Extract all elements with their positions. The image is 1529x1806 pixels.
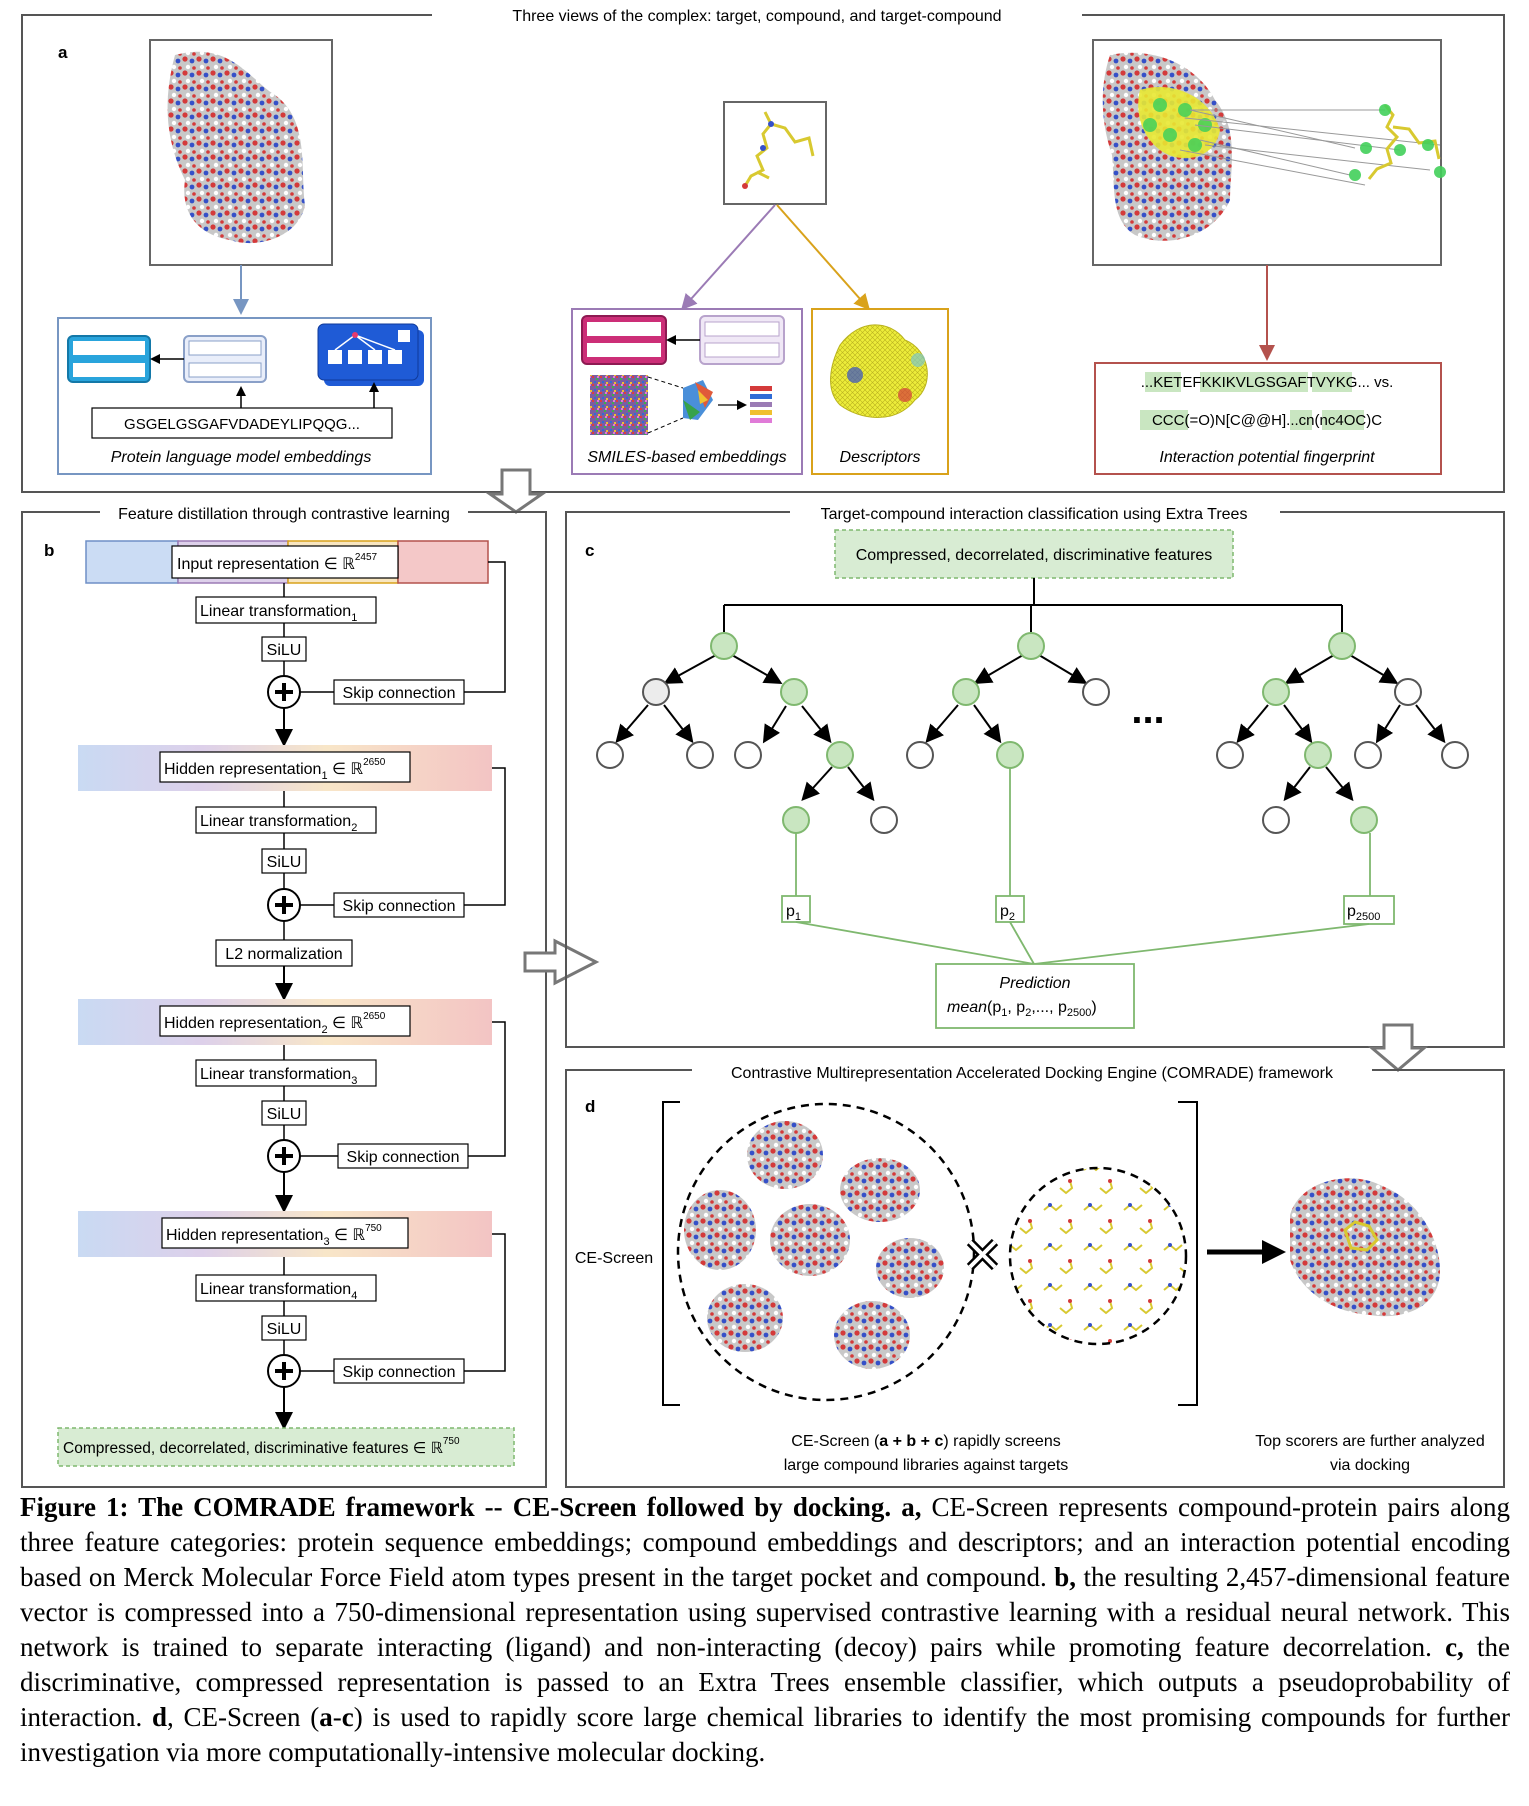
protein-library-image bbox=[684, 1121, 944, 1369]
dock-caption-line-1: Top scorers are further analyzed bbox=[1255, 1433, 1484, 1450]
skip-connection-4: Skip connection bbox=[343, 1364, 456, 1381]
screen-caption-line-2: large compound libraries against targets bbox=[784, 1457, 1069, 1474]
linear-transformation-3: Linear transformation3 bbox=[200, 1066, 357, 1087]
silu-3: SiLU bbox=[267, 1106, 302, 1123]
panel-c-title: Target-compound interaction classificati… bbox=[821, 506, 1248, 523]
skip-connection-1: Skip connection bbox=[343, 685, 456, 702]
dock-caption-line-2: via docking bbox=[1330, 1457, 1410, 1474]
input-representation-label: Input representation ∈ ℝ2457 bbox=[177, 552, 378, 573]
caption-d-text-2: - bbox=[332, 1702, 342, 1732]
caption-d-label: d bbox=[151, 1702, 168, 1732]
hollow-right-arrow-icon bbox=[523, 938, 600, 986]
prediction-title: Prediction bbox=[999, 975, 1070, 992]
decision-tree-3 bbox=[1236, 654, 1446, 802]
skip-connection-2: Skip connection bbox=[343, 898, 456, 915]
panel-b-title: Feature distillation through contrastive… bbox=[118, 506, 450, 523]
panel-a: Three views of the complex: target, comp… bbox=[21, 4, 1505, 493]
smiles-caption: SMILES-based embeddings bbox=[587, 449, 786, 466]
panel-a-letter: a bbox=[58, 43, 68, 62]
hollow-down-arrow-icon bbox=[485, 468, 547, 514]
silu-4: SiLU bbox=[267, 1321, 302, 1338]
tree-3-probability: p2500 bbox=[1347, 903, 1380, 923]
caption-c-label: c, bbox=[1445, 1632, 1464, 1662]
panel-d: Contrastive Multirepresentation Accelera… bbox=[565, 1060, 1505, 1488]
caption-d-text-1: , CE-Screen ( bbox=[167, 1702, 320, 1732]
panel-d-letter: d bbox=[585, 1097, 595, 1116]
panel-c-letter: c bbox=[585, 541, 594, 560]
tree-1-probability: p1 bbox=[786, 903, 801, 923]
hidden-representation-1: Hidden representation1 ∈ ℝ2650 bbox=[164, 757, 386, 782]
caption-c-text: the discriminative, compressed represent… bbox=[20, 1632, 1510, 1732]
linear-transformation-2: Linear transformation2 bbox=[200, 813, 357, 834]
hollow-down-arrow-icon-2 bbox=[1367, 1023, 1429, 1072]
hidden-representation-2: Hidden representation2 ∈ ℝ2650 bbox=[164, 1011, 386, 1036]
l2-normalization: L2 normalization bbox=[225, 946, 342, 963]
fingerprint-sequence: ...KETEFKKIKVLGSGAFTVYKG... vs. bbox=[1141, 374, 1394, 391]
compound-library-circle bbox=[1008, 1166, 1188, 1346]
caption-d-ref-a: a bbox=[319, 1702, 333, 1732]
caption-b-label: b, bbox=[1054, 1562, 1077, 1592]
caption-a-label: a, bbox=[901, 1492, 922, 1522]
output-features-label: Compressed, decorrelated, discriminative… bbox=[63, 1436, 460, 1457]
screen-caption-line-1: CE-Screen (a + b + c) rapidly screens bbox=[791, 1433, 1060, 1450]
smiles-embedding-noise-image bbox=[590, 375, 648, 435]
panel-d-title: Contrastive Multirepresentation Accelera… bbox=[731, 1065, 1334, 1082]
decision-tree-1 bbox=[615, 654, 875, 802]
protein-sequence: GSGELGSGAFVDADEYLIPQQG... bbox=[124, 416, 360, 433]
fingerprint-smiles: CCC(=O)N[C@@H]...cn(nc4OC)C bbox=[1152, 412, 1382, 429]
hidden-representation-3: Hidden representation3 ∈ ℝ750 bbox=[166, 1223, 382, 1248]
panel-b-letter: b bbox=[44, 541, 54, 560]
caption-a-text: CE-Screen represents compound-protein pa… bbox=[20, 1492, 1511, 1592]
panel-c: Target-compound interaction classificati… bbox=[565, 502, 1505, 1048]
tree-2-probability: p2 bbox=[1000, 903, 1015, 923]
silu-2: SiLU bbox=[267, 854, 302, 871]
caption-d-ref-c: c bbox=[341, 1702, 354, 1732]
caption-title: Figure 1: The COMRADE framework -- CE-Sc… bbox=[20, 1492, 892, 1522]
panel-a-title: Three views of the complex: target, comp… bbox=[512, 8, 1001, 25]
figure-1: Three views of the complex: target, comp… bbox=[21, 4, 1505, 1488]
descriptors-caption: Descriptors bbox=[840, 449, 921, 466]
ce-screen-label: CE-Screen bbox=[575, 1250, 653, 1267]
linear-transformation-1: Linear transformation1 bbox=[200, 603, 357, 624]
protein-surface-image bbox=[167, 51, 305, 244]
linear-transformation-4: Linear transformation4 bbox=[200, 1281, 357, 1302]
panel-b: Feature distillation through contrastive… bbox=[21, 502, 547, 1488]
ellipsis: ... bbox=[1131, 688, 1164, 732]
caption-d-text-3: ) is used to rapidly score large chemica… bbox=[20, 1702, 1510, 1767]
figure-caption: Figure 1: The COMRADE framework -- CE-Sc… bbox=[20, 1490, 1510, 1770]
prediction-formula: mean(p1, p2,..., p2500) bbox=[947, 999, 1097, 1019]
skip-connection-3: Skip connection bbox=[347, 1149, 460, 1166]
docked-complex-image bbox=[1290, 1178, 1440, 1317]
extra-trees-input-box: Compressed, decorrelated, discriminative… bbox=[856, 547, 1213, 564]
decision-tree-2 bbox=[925, 654, 1088, 744]
silu-1: SiLU bbox=[267, 642, 302, 659]
fingerprint-caption: Interaction potential fingerprint bbox=[1159, 449, 1375, 466]
caption-b-text: the resulting 2,457-dimensional feature … bbox=[20, 1562, 1510, 1662]
protein-caption: Protein language model embeddings bbox=[111, 449, 372, 466]
